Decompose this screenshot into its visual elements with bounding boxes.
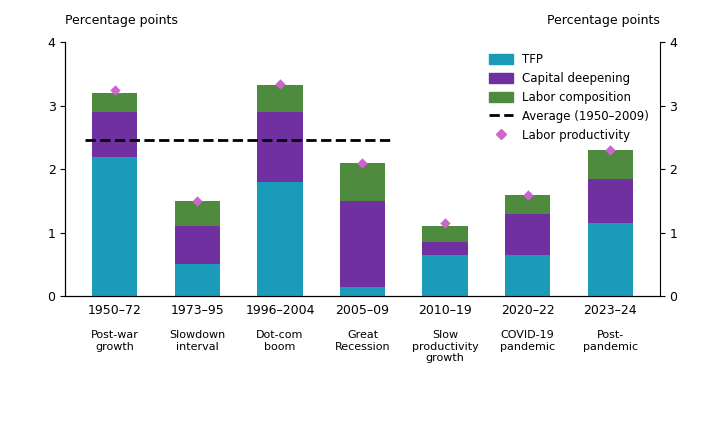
Point: [357, 159, 368, 166]
Bar: [505, 255, 550, 296]
Text: Slow
productivity
growth: Slow productivity growth: [412, 330, 478, 363]
Point: [605, 147, 616, 154]
Bar: [257, 85, 302, 112]
Point: [522, 191, 534, 198]
Text: Post-
pandemic: Post- pandemic: [583, 330, 638, 352]
Bar: [175, 226, 220, 264]
Bar: [92, 112, 138, 157]
Bar: [505, 214, 550, 255]
Text: Percentage points: Percentage points: [547, 14, 660, 27]
Bar: [423, 226, 468, 242]
Point: [274, 80, 286, 87]
Bar: [505, 195, 550, 214]
Point: [109, 87, 120, 93]
Text: COVID-19
pandemic: COVID-19 pandemic: [500, 330, 555, 352]
Bar: [340, 201, 385, 287]
Text: Dot-com
boom: Dot-com boom: [256, 330, 304, 352]
Bar: [92, 157, 138, 296]
Legend: TFP, Capital deepening, Labor composition, Average (1950–2009), Labor productivi: TFP, Capital deepening, Labor compositio…: [484, 48, 654, 146]
Bar: [587, 150, 633, 179]
Bar: [340, 163, 385, 201]
Bar: [175, 264, 220, 296]
Bar: [257, 182, 302, 296]
Bar: [587, 179, 633, 223]
Bar: [340, 287, 385, 296]
Point: [439, 220, 451, 227]
Bar: [92, 93, 138, 112]
Bar: [587, 223, 633, 296]
Text: Post-war
growth: Post-war growth: [91, 330, 138, 352]
Text: Percentage points: Percentage points: [65, 14, 178, 27]
Bar: [423, 242, 468, 255]
Bar: [423, 255, 468, 296]
Bar: [175, 201, 220, 226]
Text: Great
Recession: Great Recession: [335, 330, 390, 352]
Text: Slowdown
interval: Slowdown interval: [169, 330, 225, 352]
Bar: [257, 112, 302, 182]
Point: [191, 198, 203, 204]
